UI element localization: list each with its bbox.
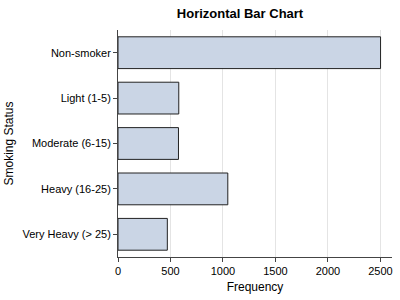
svg-text:Horizontal Bar Chart: Horizontal Bar Chart — [177, 6, 304, 21]
svg-text:Non-smoker: Non-smoker — [51, 47, 111, 59]
svg-text:500: 500 — [161, 265, 179, 277]
svg-text:2000: 2000 — [316, 265, 340, 277]
svg-text:Moderate (6-15): Moderate (6-15) — [32, 137, 111, 149]
svg-text:2500: 2500 — [368, 265, 392, 277]
svg-text:1500: 1500 — [263, 265, 287, 277]
svg-text:Light (1-5): Light (1-5) — [61, 92, 111, 104]
svg-text:Frequency: Frequency — [227, 280, 284, 294]
svg-text:0: 0 — [115, 265, 121, 277]
svg-text:1000: 1000 — [211, 265, 235, 277]
svg-text:Heavy (16-25): Heavy (16-25) — [41, 183, 111, 195]
svg-text:Very Heavy (> 25): Very Heavy (> 25) — [22, 228, 110, 240]
svg-text:Smoking Status: Smoking Status — [2, 101, 16, 185]
